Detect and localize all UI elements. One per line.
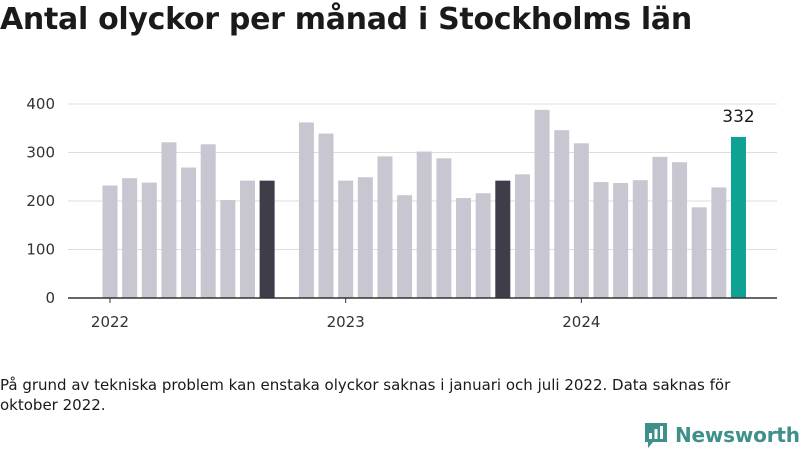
bar <box>632 180 648 298</box>
bar <box>259 180 275 298</box>
bar <box>318 133 334 298</box>
x-tick-label: 2023 <box>327 313 365 331</box>
bar <box>593 182 609 298</box>
bar <box>691 207 707 298</box>
chart-title: Antal olyckor per månad i Stockholms län <box>0 2 692 37</box>
y-tick-label: 200 <box>26 192 55 210</box>
bar <box>161 142 177 298</box>
bar <box>495 180 511 298</box>
y-tick-label: 400 <box>26 95 55 113</box>
bar <box>554 130 570 298</box>
bar <box>456 198 472 298</box>
y-tick-label: 100 <box>26 241 55 259</box>
bar <box>652 156 668 298</box>
bar <box>416 151 432 298</box>
bar <box>436 158 452 298</box>
bar <box>200 144 216 298</box>
x-tick-label: 2024 <box>562 313 600 331</box>
bar <box>141 182 157 298</box>
brand-logo: Newsworthy <box>643 420 800 450</box>
bar <box>730 136 746 298</box>
bar <box>397 195 413 298</box>
bar <box>711 187 727 298</box>
newsworthy-logo-icon <box>645 423 667 448</box>
bar <box>377 156 393 298</box>
bar <box>122 178 138 298</box>
bar <box>239 180 255 298</box>
bar <box>338 180 354 298</box>
footnote: På grund av tekniska problem kan enstaka… <box>0 376 731 414</box>
y-tick-label: 300 <box>26 144 55 162</box>
bar <box>298 122 314 299</box>
bar <box>573 143 589 298</box>
bar <box>102 185 118 298</box>
x-tick-label: 2022 <box>91 313 129 331</box>
data-label: 332 <box>722 107 754 127</box>
bar-chart: 0 100 200 300 400 2022 2023 2024 332 <box>26 95 777 331</box>
bar <box>181 167 197 298</box>
bar <box>220 200 236 298</box>
y-tick-label: 0 <box>45 289 55 307</box>
bar <box>672 162 688 298</box>
bar <box>613 183 629 298</box>
brand-name: Newsworthy <box>675 423 800 447</box>
bar <box>514 174 530 298</box>
bar <box>475 193 491 298</box>
bar <box>357 177 373 298</box>
bar <box>534 109 550 298</box>
